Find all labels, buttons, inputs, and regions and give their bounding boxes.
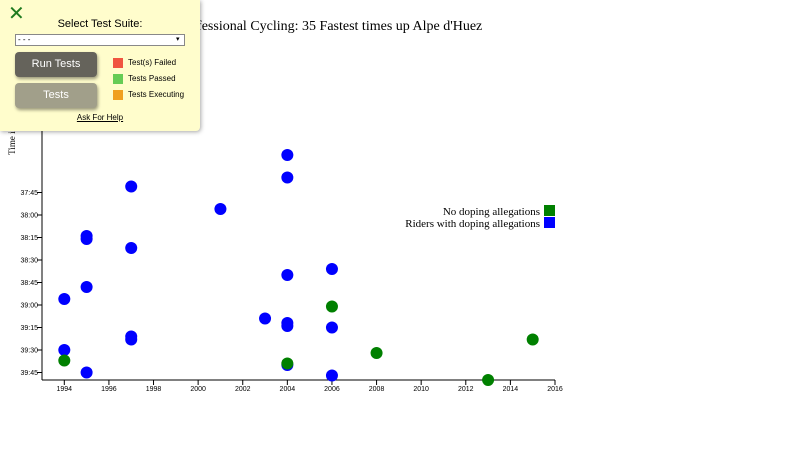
test-suite-select[interactable]: - - -	[15, 34, 185, 46]
x-tick-label: 1996	[101, 386, 117, 393]
executing-swatch	[113, 89, 123, 100]
y-tick-label: 39:45	[20, 370, 38, 377]
legend-label: No doping allegations	[443, 206, 540, 218]
data-point[interactable]	[80, 366, 93, 379]
data-point[interactable]	[281, 357, 294, 370]
x-tick-label: 2002	[235, 386, 251, 393]
close-x-icon[interactable]: ✕	[8, 1, 25, 25]
x-tick-label: 2004	[280, 386, 296, 393]
x-tick-label: 2006	[324, 386, 340, 393]
x-tick-label: 2000	[190, 386, 206, 393]
legend-label: Riders with doping allegations	[405, 218, 540, 230]
test-suite-panel: ✕ Select Test Suite: - - - ▾ Run Tests T…	[0, 0, 200, 131]
ask-for-help-link[interactable]: Ask For Help	[76, 113, 124, 122]
data-point[interactable]	[482, 374, 495, 386]
y-axis: 37:45 38:00 38:15 38:30 38:45 39:00 39:15 39:30…	[20, 110, 43, 380]
failed-swatch	[113, 57, 123, 68]
data-point[interactable]	[526, 333, 539, 346]
data-point[interactable]	[125, 333, 138, 346]
data-point[interactable]	[281, 171, 294, 184]
x-tick-label: 2016	[547, 386, 563, 393]
x-tick-label: 2012	[458, 386, 474, 393]
data-point[interactable]	[125, 242, 138, 254]
x-tick-label: 2008	[369, 386, 385, 393]
data-point[interactable]	[325, 300, 338, 313]
data-point[interactable]	[281, 149, 294, 161]
y-tick-label: 38:30	[20, 258, 38, 265]
legend-swatch	[544, 205, 555, 216]
data-point[interactable]	[125, 180, 138, 193]
y-tick-label: 39:30	[20, 348, 38, 355]
y-tick-label: 38:15	[20, 235, 38, 242]
tests-button[interactable]: Tests	[15, 83, 97, 108]
legend-executing-label: Tests Executing	[128, 90, 185, 99]
data-point[interactable]	[325, 321, 338, 334]
legend-failed: Test(s) Failed	[113, 57, 176, 68]
test-suite-title: Select Test Suite:	[57, 18, 143, 30]
data-point[interactable]	[80, 233, 93, 245]
data-point[interactable]	[58, 344, 71, 356]
data-point[interactable]	[214, 203, 227, 215]
x-axis: 1994 1996 1998 2000 2002 2004 2006 2008 2010 2012…	[42, 379, 563, 393]
legend-passed: Tests Passed	[113, 73, 176, 84]
data-point[interactable]	[325, 369, 338, 382]
x-tick-label: 2010	[413, 386, 429, 393]
legend-executing: Tests Executing	[113, 89, 184, 100]
data-point[interactable]	[370, 347, 383, 359]
y-tick-label: 39:15	[20, 325, 38, 332]
data-point[interactable]	[259, 312, 272, 325]
data-point[interactable]	[325, 263, 338, 275]
data-point[interactable]	[281, 320, 294, 332]
y-tick-label: 38:00	[20, 213, 38, 220]
run-tests-button[interactable]: Run Tests	[15, 52, 97, 77]
passed-swatch	[113, 73, 123, 84]
x-tick-label: 1998	[146, 386, 162, 393]
y-tick-label: 38:45	[20, 280, 38, 287]
data-point[interactable]	[58, 293, 71, 305]
data-point[interactable]	[80, 281, 93, 293]
legend-passed-label: Tests Passed	[128, 74, 176, 83]
chart-title: Doping in Professional Cycling: 35 Faste…	[118, 19, 483, 34]
y-tick-label: 37:45	[20, 190, 38, 197]
legend-failed-label: Test(s) Failed	[128, 58, 177, 67]
data-points	[58, 149, 539, 386]
x-tick-label: 2014	[503, 386, 519, 393]
data-point[interactable]	[281, 269, 294, 281]
y-tick-label: 39:00	[20, 303, 38, 310]
x-tick-label: 1994	[57, 386, 73, 393]
chevron-down-icon: ▾	[176, 36, 180, 43]
data-point[interactable]	[58, 354, 71, 367]
legend-swatch	[544, 217, 555, 228]
